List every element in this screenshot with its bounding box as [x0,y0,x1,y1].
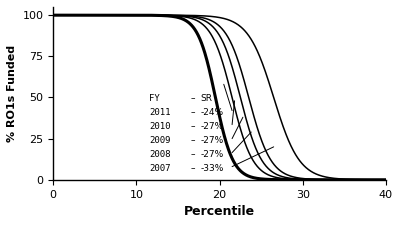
Text: 2011: 2011 [149,108,170,117]
Text: –: – [190,150,195,159]
Text: –: – [190,94,195,103]
Text: –: – [190,122,195,131]
Text: FY: FY [149,94,160,103]
Text: -27%: -27% [200,122,224,131]
X-axis label: Percentile: Percentile [184,205,255,218]
Text: -27%: -27% [200,150,224,159]
Text: -24%: -24% [200,108,224,117]
Text: 2007: 2007 [149,164,170,173]
Text: 2009: 2009 [149,136,170,145]
Text: -27%: -27% [200,136,224,145]
Text: 2008: 2008 [149,150,170,159]
Text: –: – [190,164,195,173]
Text: -33%: -33% [200,164,224,173]
Text: SR: SR [200,94,212,103]
Text: –: – [190,136,195,145]
Text: –: – [190,108,195,117]
Text: 2010: 2010 [149,122,170,131]
Y-axis label: % RO1s Funded: % RO1s Funded [7,45,17,142]
